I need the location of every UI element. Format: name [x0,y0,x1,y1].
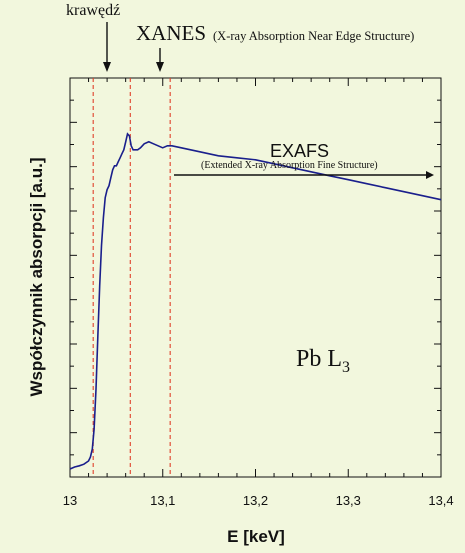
edge-label: krawędź [66,2,120,19]
series-line [69,132,442,470]
exafs-detail: (Extended X-ray Absorption Fine Structur… [201,160,378,171]
x-tick-label: 13,3 [336,493,361,508]
xanes-title: XANES [136,21,206,45]
y-axis-label: Współczynnik absorpcji [a.u.] [27,158,46,397]
x-tick-label: 13,2 [243,493,268,508]
element-label: Pb L3 [296,346,350,376]
x-tick-labels: 13 13,1 13,2 13,3 13,4 [63,493,454,508]
x-axis-label: E [keV] [227,527,285,546]
x-tick-label: 13,4 [428,493,453,508]
x-tick-label: 13 [63,493,77,508]
y-axis-ticks [70,99,441,456]
exafs-title: EXAFS [270,141,329,161]
edge-arrowhead [103,62,111,72]
xanes-detail: (X-ray Absorption Near Edge Structure) [213,29,414,43]
region-markers [92,78,171,477]
xanes-arrowhead [156,62,164,72]
exafs-arrowhead [426,171,434,179]
x-tick-label: 13,1 [150,493,175,508]
x-axis-ticks [69,78,442,477]
plot-frame [69,77,442,478]
